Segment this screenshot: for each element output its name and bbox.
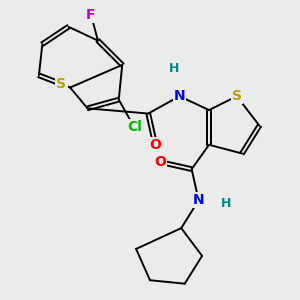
Text: O: O [149, 138, 161, 152]
Text: N: N [193, 193, 204, 207]
Text: S: S [56, 77, 67, 91]
Text: F: F [86, 8, 96, 22]
Text: O: O [154, 155, 166, 169]
Text: Cl: Cl [127, 120, 142, 134]
Text: N: N [174, 89, 185, 103]
Text: H: H [169, 62, 179, 75]
Text: S: S [232, 89, 242, 103]
Text: H: H [221, 197, 232, 210]
